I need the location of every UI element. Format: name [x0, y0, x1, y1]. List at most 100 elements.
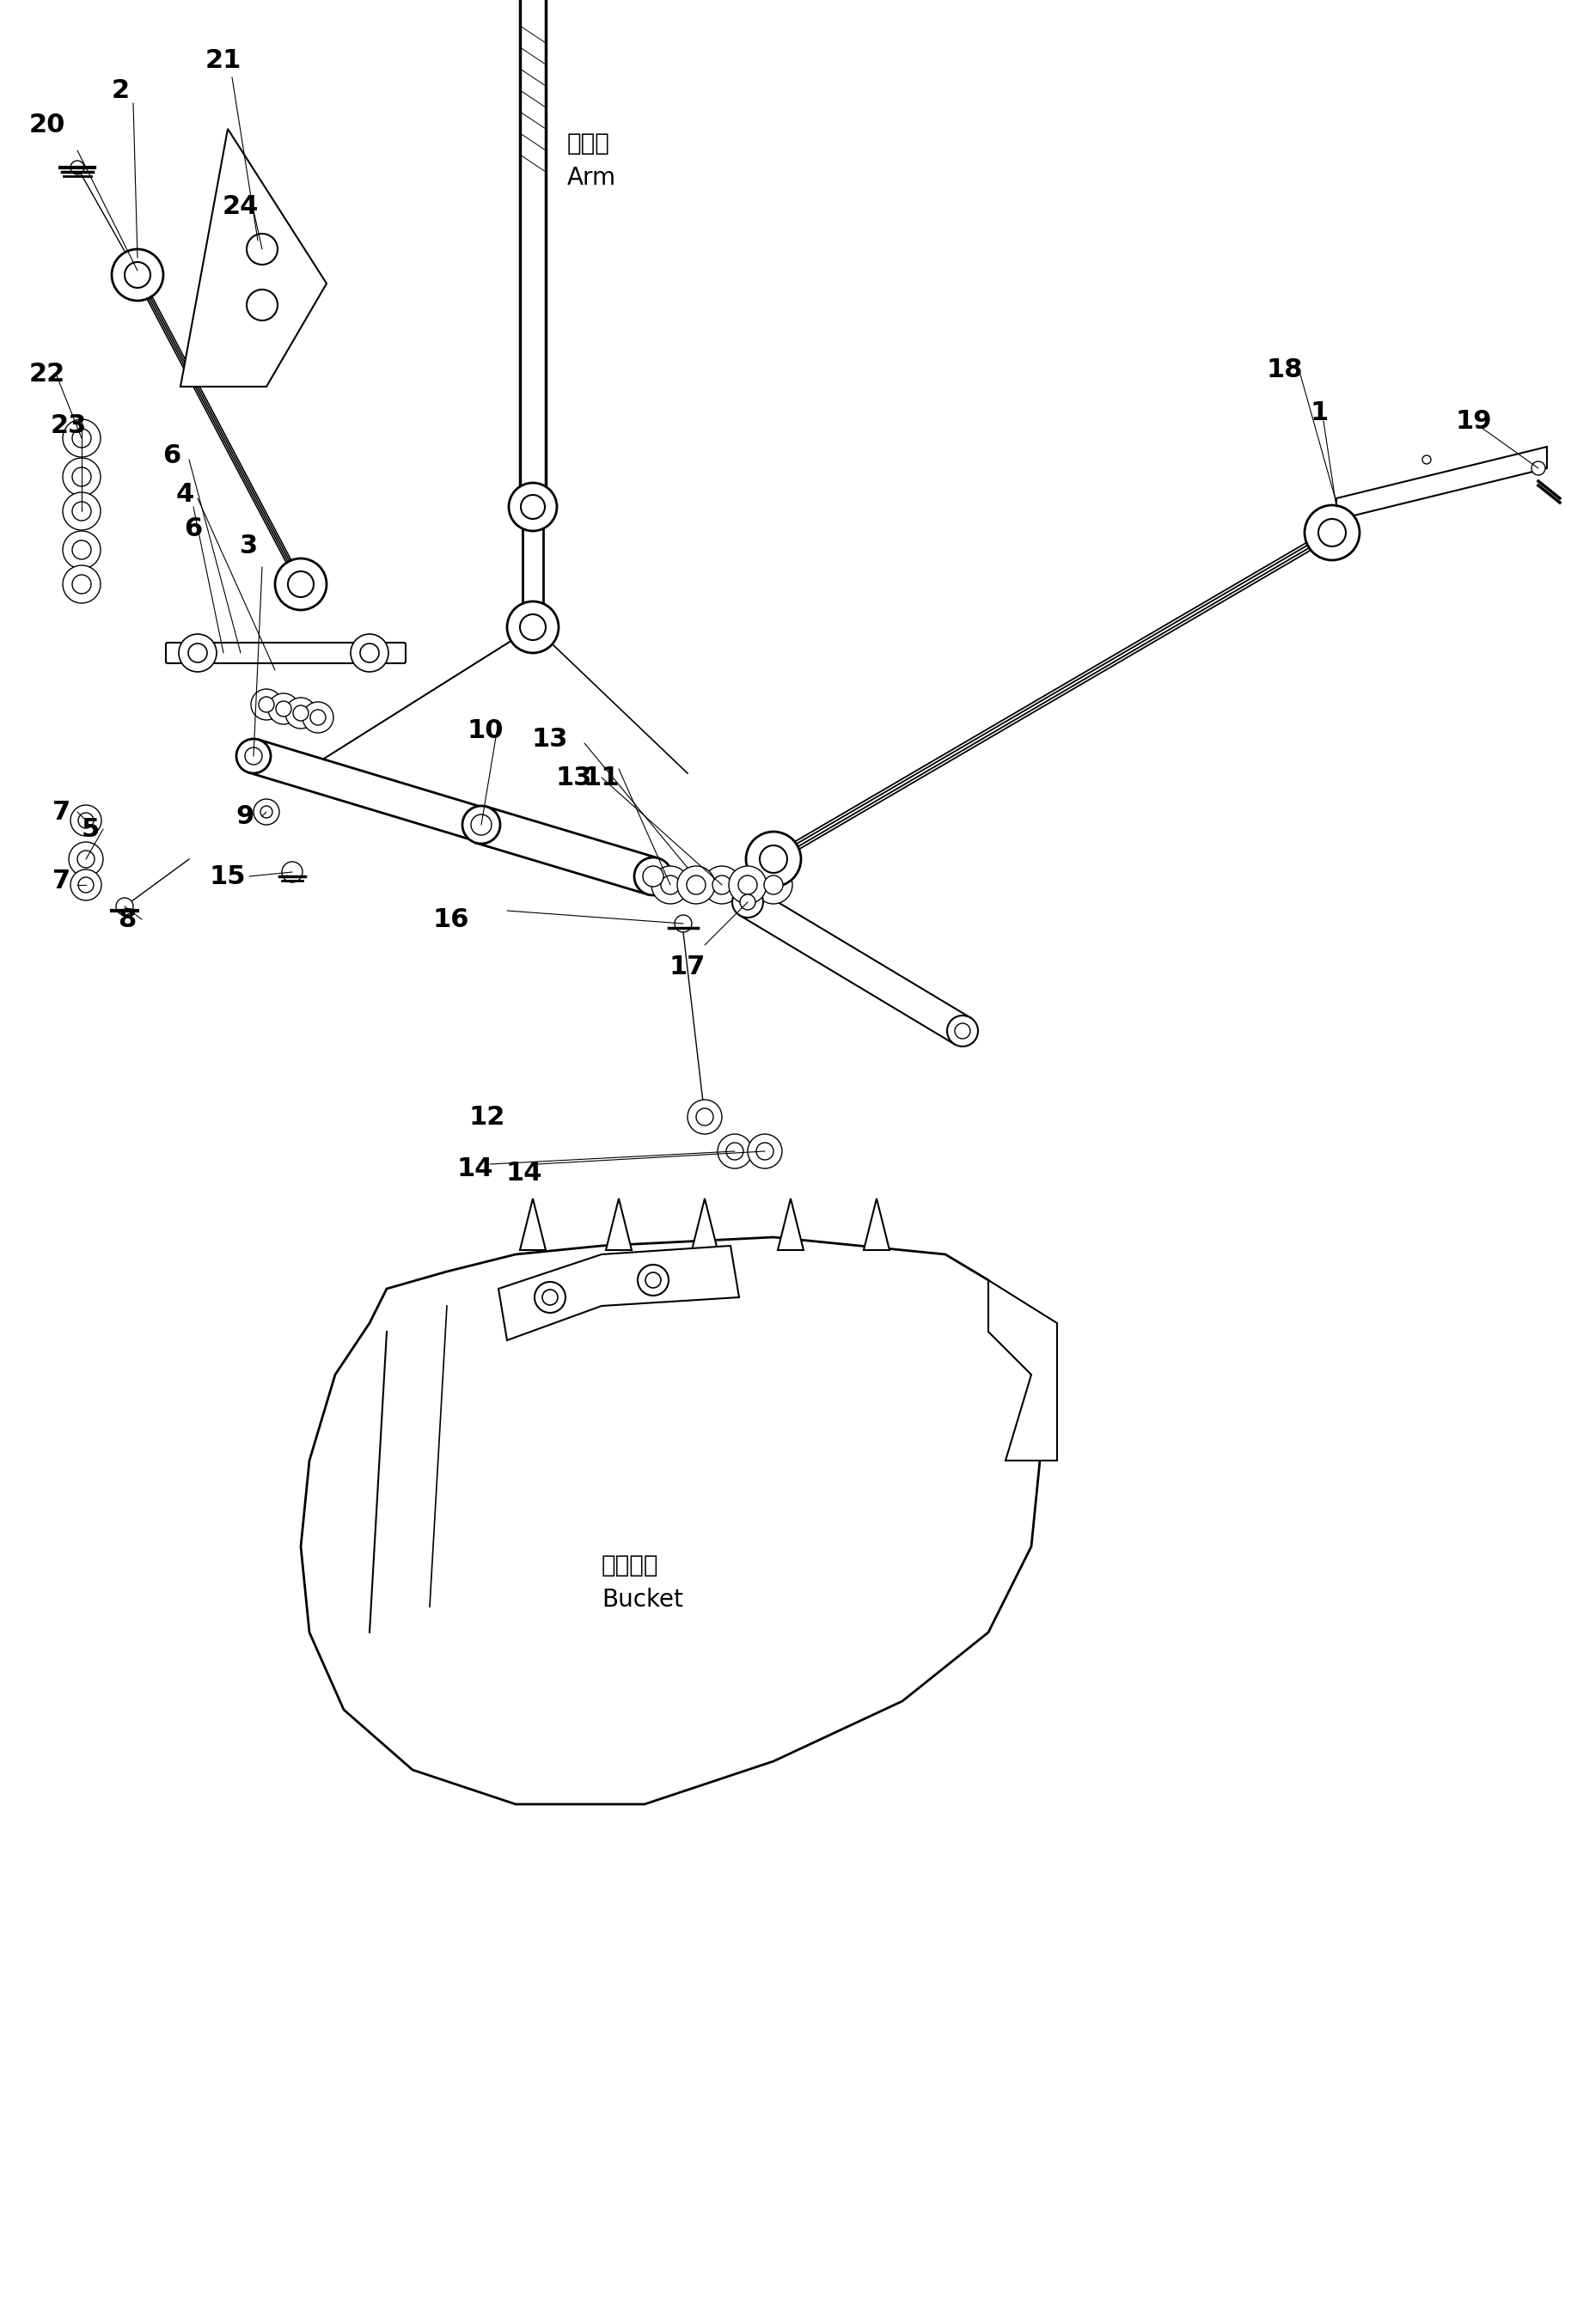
Circle shape — [726, 1143, 743, 1160]
Circle shape — [112, 249, 163, 300]
Text: 22: 22 — [30, 360, 66, 386]
Circle shape — [72, 574, 91, 593]
Text: 4: 4 — [176, 481, 193, 507]
Text: Arm: Arm — [567, 165, 616, 191]
Circle shape — [72, 467, 91, 486]
Text: Bucket: Bucket — [602, 1587, 683, 1613]
Circle shape — [652, 867, 690, 904]
Text: 15: 15 — [209, 865, 247, 888]
Polygon shape — [498, 1246, 738, 1341]
Circle shape — [760, 846, 787, 874]
Circle shape — [542, 1290, 558, 1306]
Circle shape — [677, 867, 715, 904]
Circle shape — [261, 806, 272, 818]
Circle shape — [116, 897, 134, 916]
Circle shape — [746, 832, 801, 888]
Circle shape — [646, 1274, 661, 1287]
Text: 14: 14 — [506, 1160, 542, 1185]
Circle shape — [63, 493, 101, 530]
Circle shape — [79, 813, 94, 827]
Text: 23: 23 — [50, 414, 86, 437]
Polygon shape — [740, 888, 971, 1043]
Circle shape — [520, 614, 545, 639]
Circle shape — [247, 290, 278, 321]
Text: 17: 17 — [669, 955, 705, 978]
Circle shape — [638, 1264, 669, 1294]
FancyBboxPatch shape — [167, 644, 405, 662]
Circle shape — [687, 876, 705, 895]
Text: 21: 21 — [206, 49, 242, 72]
Circle shape — [189, 644, 207, 662]
Circle shape — [287, 572, 314, 597]
Circle shape — [635, 858, 672, 895]
Circle shape — [259, 697, 275, 711]
Circle shape — [309, 709, 325, 725]
Circle shape — [713, 876, 732, 895]
Text: 20: 20 — [28, 112, 66, 137]
Text: 11: 11 — [583, 765, 621, 790]
Circle shape — [269, 693, 298, 725]
Text: 14: 14 — [457, 1155, 493, 1181]
Circle shape — [124, 263, 151, 288]
Circle shape — [245, 748, 262, 765]
Circle shape — [718, 1134, 753, 1169]
Text: 13: 13 — [533, 727, 569, 751]
Text: 13: 13 — [556, 765, 592, 790]
Circle shape — [688, 1099, 723, 1134]
Circle shape — [473, 816, 490, 834]
Circle shape — [696, 1109, 713, 1125]
Text: 24: 24 — [223, 193, 259, 218]
Circle shape — [350, 634, 388, 672]
Circle shape — [77, 851, 94, 867]
Circle shape — [764, 876, 782, 895]
Circle shape — [534, 1283, 566, 1313]
Polygon shape — [864, 1199, 889, 1250]
Polygon shape — [778, 1199, 803, 1250]
Polygon shape — [300, 1236, 1040, 1803]
Circle shape — [236, 739, 270, 774]
Circle shape — [955, 1023, 971, 1039]
Circle shape — [462, 806, 500, 844]
Circle shape — [1532, 462, 1546, 474]
Circle shape — [179, 634, 217, 672]
Circle shape — [69, 841, 104, 876]
Circle shape — [738, 876, 757, 895]
Circle shape — [729, 867, 767, 904]
Polygon shape — [606, 1199, 632, 1250]
Text: 5: 5 — [82, 816, 99, 841]
Circle shape — [63, 530, 101, 569]
Text: 9: 9 — [236, 804, 255, 830]
Circle shape — [509, 483, 556, 530]
Circle shape — [947, 1016, 979, 1046]
Circle shape — [732, 888, 764, 918]
Circle shape — [72, 502, 91, 521]
Circle shape — [63, 418, 101, 458]
Polygon shape — [691, 1199, 718, 1250]
Polygon shape — [988, 1281, 1057, 1459]
Circle shape — [71, 804, 102, 837]
Circle shape — [79, 876, 94, 892]
Circle shape — [522, 495, 545, 518]
Circle shape — [702, 867, 742, 904]
Text: 3: 3 — [240, 532, 258, 558]
Circle shape — [286, 697, 316, 727]
Circle shape — [1304, 504, 1359, 560]
Circle shape — [674, 916, 691, 932]
Circle shape — [661, 876, 680, 895]
Text: バケット: バケット — [602, 1552, 658, 1578]
Text: 12: 12 — [470, 1104, 506, 1129]
Circle shape — [756, 1143, 773, 1160]
Circle shape — [71, 160, 85, 174]
Text: 7: 7 — [53, 799, 71, 825]
Polygon shape — [1337, 446, 1547, 521]
Circle shape — [303, 702, 333, 732]
Text: 7: 7 — [53, 869, 71, 892]
Circle shape — [748, 1134, 782, 1169]
Polygon shape — [248, 739, 487, 841]
Circle shape — [360, 644, 379, 662]
Circle shape — [276, 702, 291, 716]
Circle shape — [63, 565, 101, 604]
Text: 2: 2 — [112, 77, 129, 102]
Circle shape — [471, 813, 492, 834]
Text: 8: 8 — [118, 906, 137, 932]
